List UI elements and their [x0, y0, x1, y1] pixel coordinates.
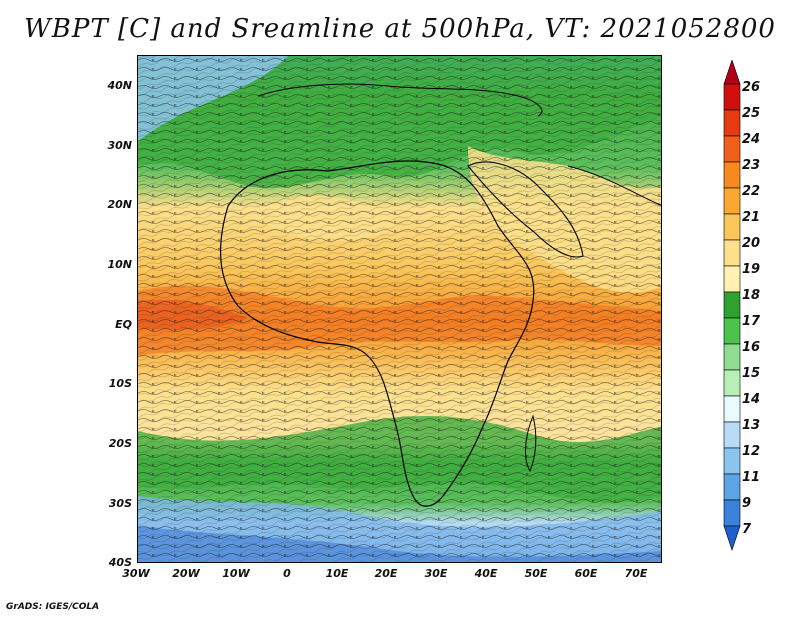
colorbar-segment	[723, 317, 741, 345]
colorbar-label: 25	[742, 106, 761, 121]
asia-coastline	[567, 165, 661, 206]
madagascar-coastline	[525, 414, 537, 473]
colorbar-label: 15	[742, 366, 761, 381]
lat-label: 10N	[107, 258, 132, 271]
arabia-coastline	[467, 161, 584, 258]
colorbar-segment	[723, 499, 741, 527]
colorbar-segment	[723, 343, 741, 371]
colorbar-label: 22	[742, 184, 761, 199]
credit-text: GrADS: IGES/COLA	[6, 602, 100, 612]
lon-label: 70E	[624, 567, 648, 580]
map-panel	[137, 55, 662, 563]
colorbar	[723, 60, 741, 551]
colorbar-segment	[723, 239, 741, 267]
colorbar-label: 26	[742, 80, 761, 95]
colorbar-segment	[723, 291, 741, 319]
colorbar-segment	[723, 421, 741, 449]
lon-label: 50E	[524, 567, 548, 580]
lat-label: 20S	[108, 437, 132, 450]
colorbar-label: 20	[742, 236, 761, 251]
chart-title: WBPT [C] and Sreamline at 500hPa, VT: 20…	[24, 14, 776, 44]
colorbar-top-arrow	[723, 60, 741, 85]
lon-label: 30W	[122, 567, 150, 580]
colorbar-segment	[723, 187, 741, 215]
colorbar-segment	[723, 83, 741, 111]
colorbar-segment	[723, 369, 741, 397]
lat-label: 20N	[107, 198, 132, 211]
colorbar-segment	[723, 213, 741, 241]
colorbar-segment	[723, 161, 741, 189]
colorbar-segment	[723, 395, 741, 423]
lon-label: 30E	[424, 567, 448, 580]
colorbar-segment	[723, 109, 741, 137]
lon-label: 10E	[325, 567, 349, 580]
europe-coastline	[257, 83, 543, 117]
colorbar-label: 23	[742, 158, 761, 173]
colorbar-label: 24	[742, 132, 761, 147]
lon-label: 40E	[474, 567, 498, 580]
lat-label: 30S	[108, 497, 132, 510]
lat-label: 30N	[107, 139, 132, 152]
lon-label: 10W	[222, 567, 250, 580]
colorbar-label: 17	[742, 314, 761, 329]
colorbar-bottom-arrow	[723, 525, 741, 551]
colorbar-label: 14	[742, 392, 761, 407]
colorbar-segment	[723, 447, 741, 475]
lon-label: 60E	[574, 567, 598, 580]
lon-label: 20E	[374, 567, 398, 580]
colorbar-label: 9	[742, 496, 752, 511]
lon-label: 20W	[172, 567, 200, 580]
lon-label: 0	[283, 567, 291, 580]
streamlines-secondary	[138, 56, 661, 562]
colorbar-label: 18	[742, 288, 761, 303]
africa-coastline	[219, 160, 535, 507]
colorbar-segment	[723, 265, 741, 293]
lat-label: 40N	[107, 79, 132, 92]
colorbar-label: 13	[742, 418, 761, 433]
colorbar-label: 7	[742, 522, 752, 537]
colorbar-label: 19	[742, 262, 761, 277]
colorbar-label: 11	[742, 470, 761, 485]
colorbar-label: 12	[742, 444, 761, 459]
lat-label: EQ	[115, 318, 132, 331]
colorbar-label: 16	[742, 340, 761, 355]
map-canvas	[138, 56, 661, 562]
lat-label: 40S	[108, 556, 132, 569]
colorbar-label: 21	[742, 210, 761, 225]
colorbar-segment	[723, 473, 741, 501]
colorbar-segment	[723, 135, 741, 163]
lat-label: 10S	[108, 377, 132, 390]
